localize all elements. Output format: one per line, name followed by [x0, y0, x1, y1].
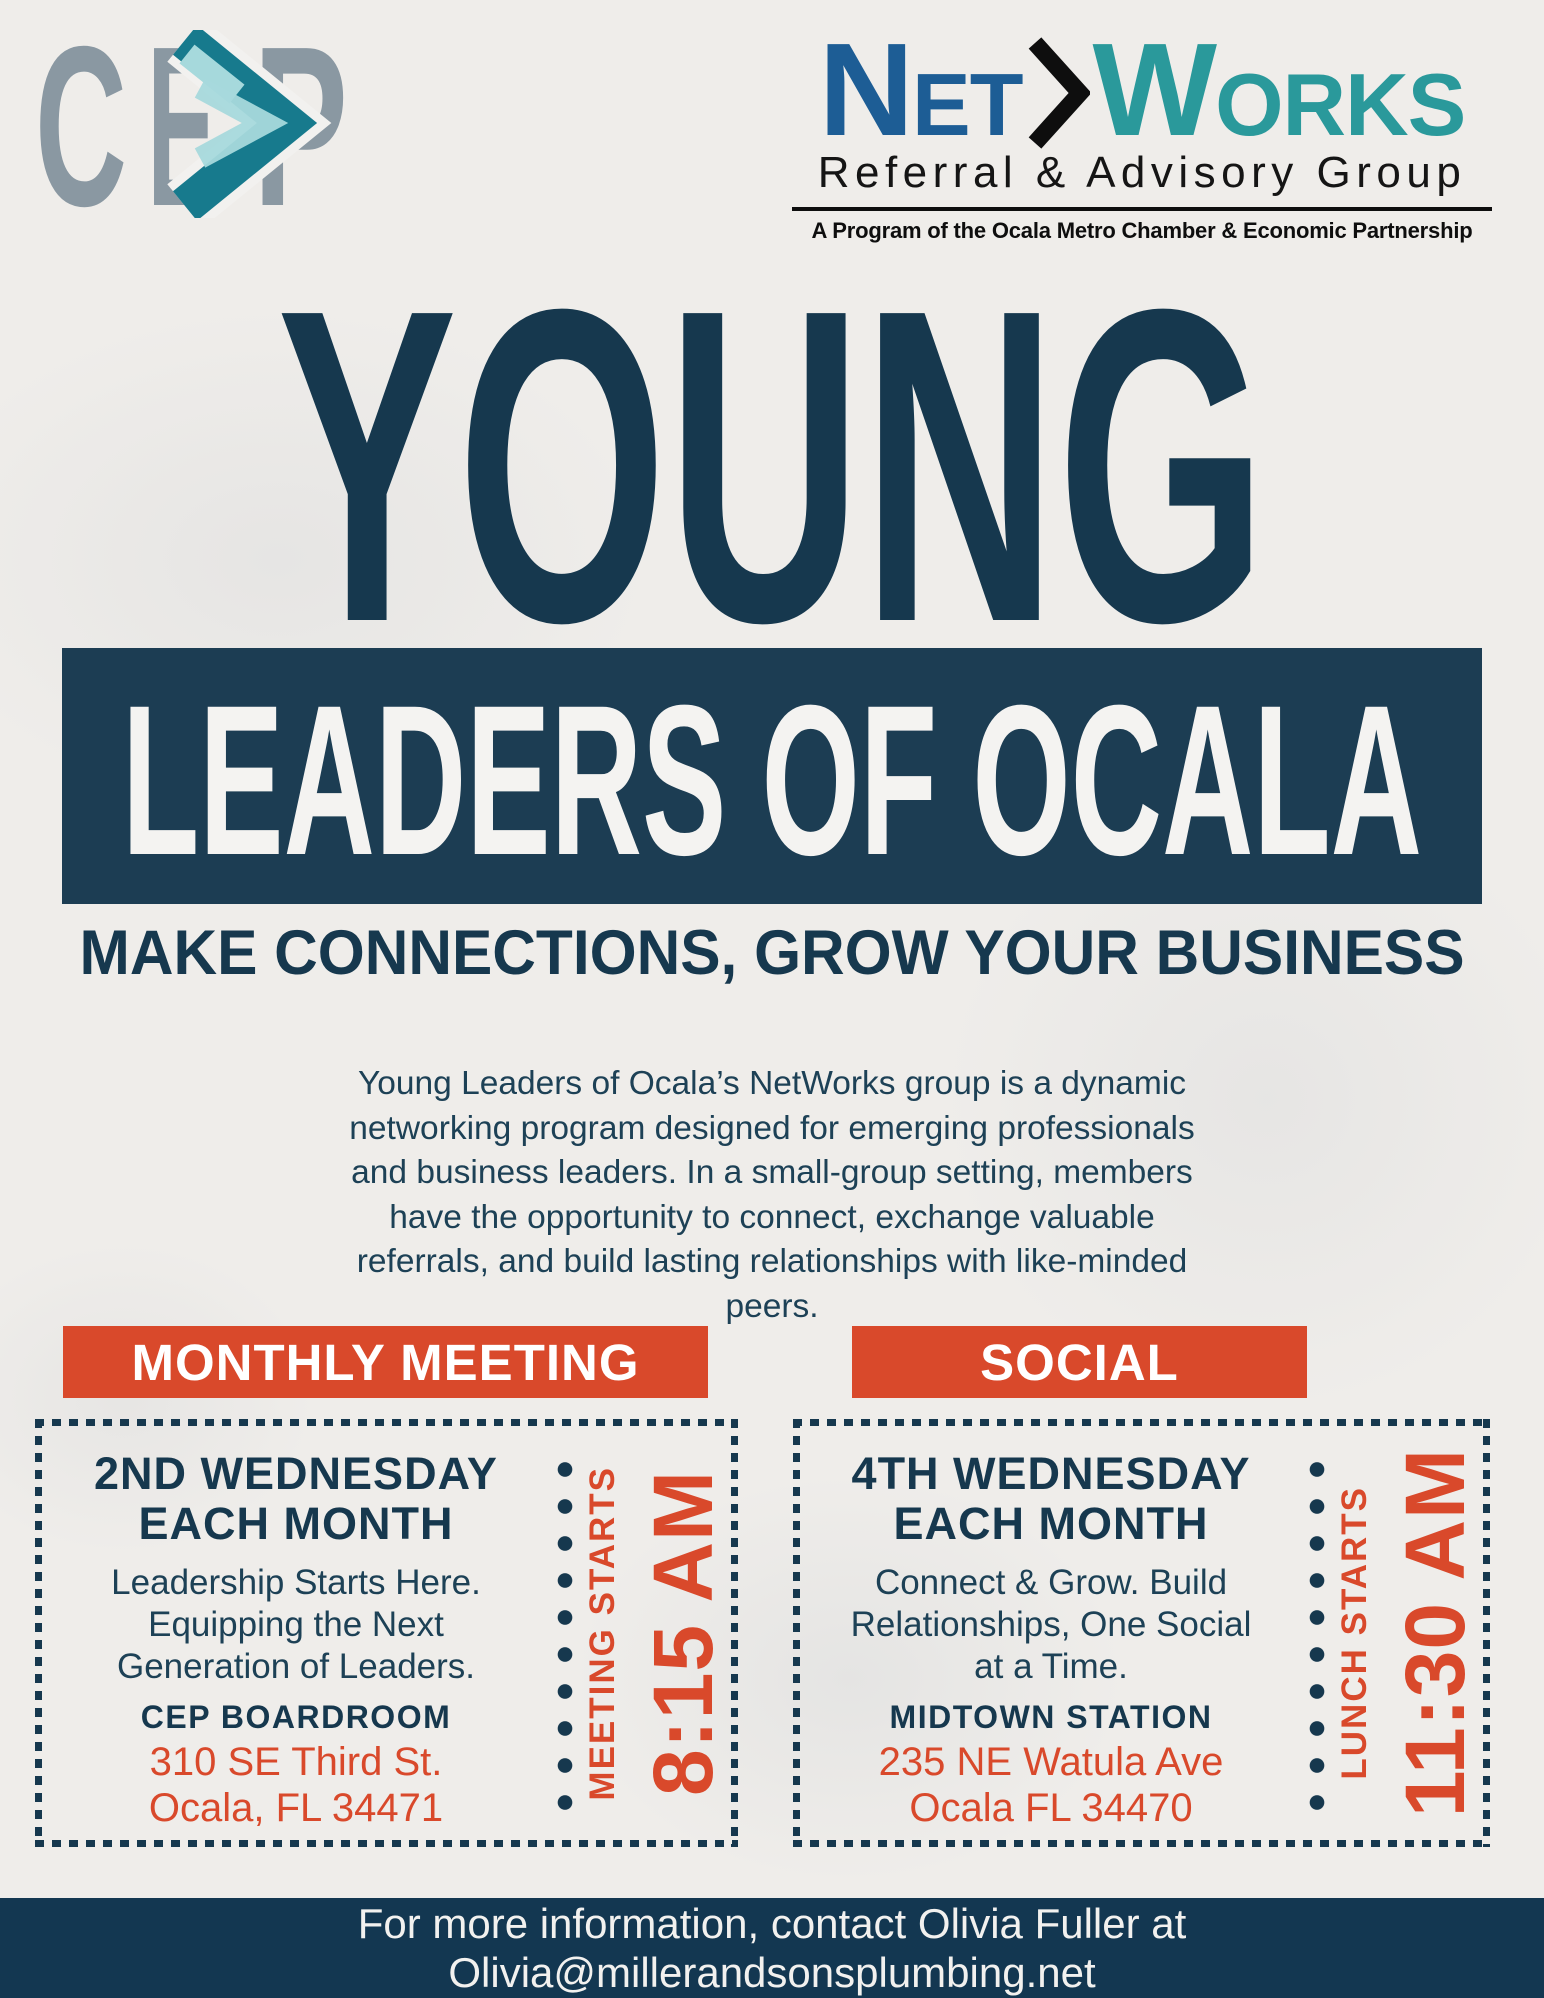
tagline-text: MAKE CONNECTIONS, GROW YOUR BUSINESS: [80, 918, 1465, 988]
networks-subtitle: Referral & Advisory Group: [817, 148, 1467, 197]
event-description: Leadership Starts Here. Equipping the Ne…: [37, 1562, 555, 1688]
event-heading-line: EACH MONTH: [893, 1498, 1209, 1549]
event-time: 11:30 AM: [1388, 1448, 1482, 1818]
event-address-line: Ocala FL 34470: [909, 1786, 1193, 1830]
networks-divider: [792, 207, 1492, 211]
event-heading-line: 2ND WEDNESDAY: [94, 1448, 498, 1499]
networks-works-initial: W: [1092, 16, 1217, 163]
event-time-label: MEETING STARTS: [583, 1465, 622, 1801]
dotted-divider: [1309, 1451, 1325, 1815]
hero-banner-svg: LEADERS OF OCALA: [122, 661, 1422, 900]
cep-logo-icon: C E P: [35, 0, 348, 254]
social-box: 4TH WEDNESDAY EACH MONTH Connect & Grow.…: [793, 1419, 1490, 1847]
intro-line: have the opportunity to connect, exchang…: [389, 1198, 1155, 1236]
networks-logo: N ET W ORKS Referral & Advisory Group A Pr…: [792, 24, 1492, 244]
hero-title: YOUNG: [277, 226, 1267, 636]
intro-paragraph: Young Leaders of Ocala’s NetWorks group …: [0, 1062, 1544, 1329]
event-time: 8:15 AM: [636, 1470, 730, 1796]
event-description-line: Equipping the Next: [148, 1605, 444, 1644]
social-details: 4TH WEDNESDAY EACH MONTH Connect & Grow.…: [793, 1419, 1309, 1847]
cep-chevron-icon: [167, 18, 332, 228]
contact-email: Olivia@millerandsonsplumbing.net: [448, 1949, 1096, 1996]
event-description-line: Connect & Grow. Build: [874, 1563, 1228, 1602]
event-description-line: Generation of Leaders.: [116, 1647, 475, 1686]
networks-works-rest: ORKS: [1215, 55, 1466, 154]
event-time-label: LUNCH STARTS: [1335, 1486, 1374, 1780]
dotted-divider: [557, 1451, 573, 1815]
event-address-line: 310 SE Third St.: [149, 1740, 443, 1784]
intro-line: Young Leaders of Ocala’s NetWorks group …: [357, 1065, 1187, 1102]
networks-wordmark: N ET W ORKS: [792, 24, 1492, 156]
hero-banner-text: LEADERS OF OCALA: [122, 661, 1422, 900]
event-venue: CEP BOARDROOM: [140, 1699, 452, 1735]
tagline: MAKE CONNECTIONS, GROW YOUR BUSINESS: [80, 918, 1465, 988]
event-time-block: MEETING STARTS 8:15 AM: [573, 1419, 738, 1847]
event-description-line: Relationships, One Social: [850, 1605, 1252, 1644]
monthly-meeting-box: 2ND WEDNESDAY EACH MONTH Leadership Star…: [35, 1419, 738, 1847]
event-address: 235 NE Watula Ave Ocala FL 34470: [795, 1739, 1307, 1831]
intro-line: peers.: [725, 1287, 819, 1325]
networks-net-rest: ET: [912, 55, 1023, 154]
networks-net-initial: N: [818, 16, 914, 163]
event-description-line: Leadership Starts Here.: [111, 1563, 481, 1602]
event-venue: MIDTOWN STATION: [889, 1699, 1213, 1735]
intro-line: referrals, and build lasting relationshi…: [356, 1243, 1188, 1280]
hero-title-text: YOUNG: [277, 226, 1267, 636]
event-heading: 4TH WEDNESDAY EACH MONTH: [795, 1449, 1307, 1549]
networks-chevron-icon: [1029, 37, 1091, 149]
contact-footer: For more information, contact Olivia Ful…: [0, 1898, 1544, 1998]
event-heading-line: 4TH WEDNESDAY: [851, 1448, 1251, 1499]
contact-line: For more information, contact Olivia Ful…: [357, 1900, 1187, 1947]
event-address: 310 SE Third St. Ocala, FL 34471: [37, 1739, 555, 1831]
intro-line: networking program designed for emerging…: [349, 1109, 1195, 1147]
event-description-line: at a Time.: [974, 1647, 1128, 1686]
event-address-line: 235 NE Watula Ave: [878, 1740, 1224, 1784]
cep-logo: C E P: [35, 0, 350, 254]
monthly-meeting-details: 2ND WEDNESDAY EACH MONTH Leadership Star…: [35, 1419, 557, 1847]
event-heading: 2ND WEDNESDAY EACH MONTH: [37, 1449, 555, 1549]
event-address-line: Ocala, FL 34471: [148, 1786, 444, 1830]
event-heading-line: EACH MONTH: [138, 1498, 454, 1549]
cep-letter-c: C: [35, 30, 127, 218]
event-time-block: LUNCH STARTS 11:30 AM: [1325, 1419, 1490, 1847]
intro-line: and business leaders. In a small-group s…: [351, 1154, 1193, 1191]
networks-program-line: A Program of the Ocala Metro Chamber & E…: [811, 218, 1473, 243]
event-description: Connect & Grow. Build Relationships, One…: [795, 1562, 1307, 1688]
monthly-meeting-banner: MONTHLY MEETING: [63, 1326, 708, 1398]
hero-banner: LEADERS OF OCALA: [62, 648, 1482, 904]
social-banner: SOCIAL: [852, 1326, 1307, 1398]
